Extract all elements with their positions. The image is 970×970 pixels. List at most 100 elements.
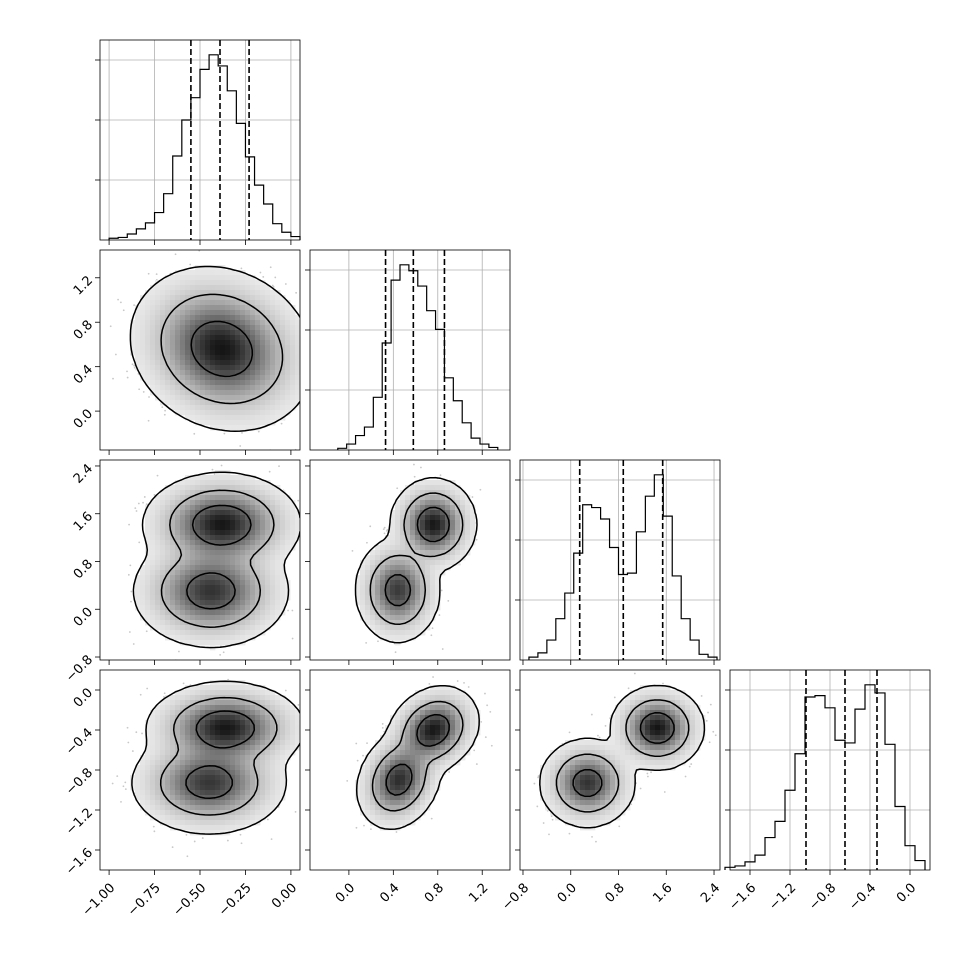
- density-cell: [270, 600, 276, 606]
- density-cell: [205, 615, 211, 621]
- density-cell: [260, 285, 266, 291]
- density-cell: [220, 335, 226, 341]
- density-cell: [290, 335, 296, 341]
- density-cell: [150, 620, 156, 626]
- density-cell: [200, 575, 206, 581]
- density-cell: [215, 515, 221, 521]
- density-cell: [215, 620, 221, 626]
- scatter-point: [306, 366, 308, 368]
- scatter-point: [127, 573, 130, 576]
- density-cell: [245, 390, 251, 396]
- density-cell: [240, 575, 246, 581]
- density-cell: [190, 360, 196, 366]
- density-cell: [275, 400, 281, 406]
- density-cell: [245, 580, 251, 586]
- density-cell: [240, 340, 246, 346]
- density-cell: [195, 295, 201, 301]
- density-cell: [195, 610, 201, 616]
- density-cell: [275, 525, 281, 531]
- density-cell: [135, 305, 141, 311]
- density-cell: [280, 305, 286, 311]
- density-cell: [175, 520, 181, 526]
- density-cell: [205, 525, 211, 531]
- density-cell: [270, 545, 276, 551]
- density-cell: [250, 560, 256, 566]
- density-cell: [225, 425, 231, 431]
- density-cell: [275, 340, 281, 346]
- density-cell: [150, 615, 156, 621]
- density-cell: [165, 375, 171, 381]
- density-cell: [245, 290, 251, 296]
- density-cell: [200, 265, 206, 271]
- density-cell: [165, 360, 171, 366]
- density-cell: [245, 560, 251, 566]
- density-cell: [225, 625, 231, 631]
- density-cell: [185, 605, 191, 611]
- density-cell: [200, 280, 206, 286]
- density-cell: [150, 545, 156, 551]
- density-cell: [260, 570, 266, 576]
- scatter-point: [174, 253, 177, 256]
- density-cell: [255, 375, 261, 381]
- density-cell: [190, 485, 196, 491]
- density-cell: [155, 540, 161, 546]
- density-cell: [170, 290, 176, 296]
- density-cell: [195, 585, 201, 591]
- density-cell: [185, 300, 191, 306]
- density-cell: [175, 360, 181, 366]
- density-cell: [210, 575, 216, 581]
- density-cell: [280, 565, 286, 571]
- density-cell: [175, 345, 181, 351]
- density-cell: [250, 625, 256, 631]
- density-cell: [155, 300, 161, 306]
- scatter-point: [303, 710, 305, 712]
- density-cell: [240, 510, 246, 516]
- density-cell: [220, 575, 226, 581]
- density-cell: [255, 610, 261, 616]
- density-cell: [150, 375, 156, 381]
- density-cell: [210, 515, 216, 521]
- density-cell: [265, 535, 271, 541]
- density-cell: [255, 335, 261, 341]
- density-cell: [205, 370, 211, 376]
- density-cell: [180, 535, 186, 541]
- density-cell: [235, 550, 241, 556]
- density-cell: [220, 630, 226, 636]
- density-cell: [190, 395, 196, 401]
- density-cell: [275, 390, 281, 396]
- scatter-point: [201, 837, 204, 839]
- scatter-point: [354, 359, 356, 361]
- density-cell: [285, 500, 291, 506]
- density-cell: [180, 550, 186, 556]
- density-cell: [205, 280, 211, 286]
- density-cell: [185, 480, 191, 486]
- density-cell: [210, 315, 216, 321]
- density-cell: [250, 500, 256, 506]
- density-cell: [150, 565, 156, 571]
- density-cell: [230, 330, 236, 336]
- density-cell: [275, 380, 281, 386]
- density-cell: [180, 545, 186, 551]
- density-cell: [145, 290, 151, 296]
- density-cell: [175, 480, 181, 486]
- density-cell: [220, 290, 226, 296]
- density-cell: [210, 500, 216, 506]
- density-cell: [145, 345, 151, 351]
- density-cell: [235, 350, 241, 356]
- density-cell: [295, 365, 300, 371]
- density-cell: [260, 320, 266, 326]
- density-cell: [285, 320, 291, 326]
- density-cell: [140, 370, 146, 376]
- scatter-point: [128, 523, 130, 526]
- density-cell: [240, 420, 246, 426]
- density-cell: [280, 550, 286, 556]
- density-cell: [215, 505, 221, 511]
- density-cell: [265, 335, 271, 341]
- density-cell: [210, 560, 216, 566]
- density-cell: [200, 385, 206, 391]
- density-cell: [275, 565, 281, 571]
- panel-content: [127, 464, 300, 660]
- density-cell: [155, 330, 161, 336]
- density-cell: [270, 620, 276, 626]
